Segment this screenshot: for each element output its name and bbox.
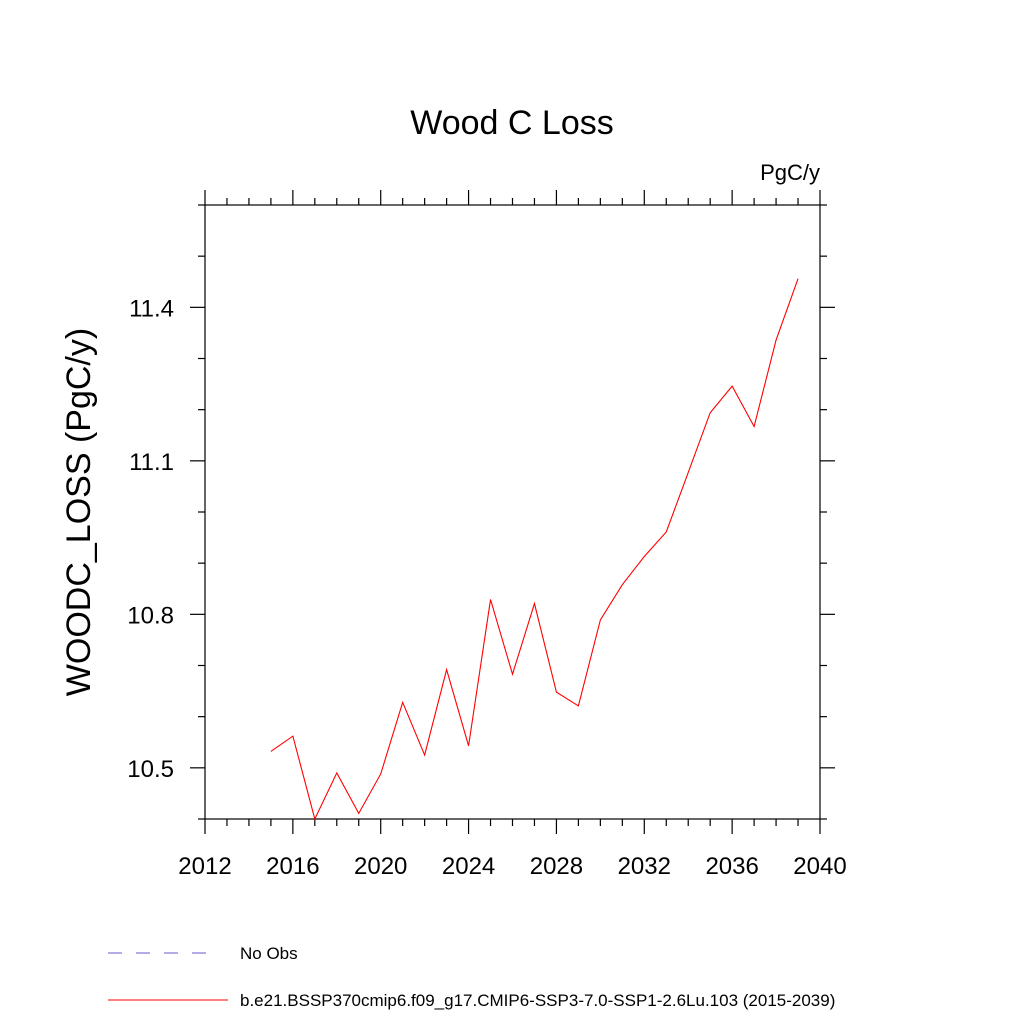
units-label: PgC/y	[760, 160, 820, 185]
series-line	[270, 278, 799, 821]
x-tick-label: 2024	[442, 853, 495, 880]
plot-frame	[204, 204, 821, 820]
legend-label-simulation: b.e21.BSSP370cmip6.f09_g17.CMIP6-SSP3-7.…	[240, 991, 835, 1010]
y-tick-label: 10.5	[127, 756, 174, 783]
x-tick-label: 2040	[793, 853, 846, 880]
y-tick-labels: 10.5 10.8 11.1 11.4	[127, 295, 174, 782]
chart-title: Wood C Loss	[410, 104, 613, 142]
legend-label-no-obs: No Obs	[240, 944, 298, 963]
y-axis-label: WOODC_LOSS (PgC/y)	[60, 328, 98, 696]
x-tick-labels: 2012 2016 2020 2024 2028 2032 2036 2040	[178, 853, 846, 880]
x-tick-label: 2032	[618, 853, 671, 880]
axis-ticks	[190, 190, 835, 834]
x-tick-label: 2028	[530, 853, 583, 880]
y-tick-label: 11.4	[129, 295, 174, 322]
x-tick-label: 2012	[178, 853, 231, 880]
x-tick-label: 2020	[354, 853, 407, 880]
y-tick-label: 10.8	[127, 602, 174, 629]
series-layer	[270, 278, 799, 821]
legend: No Obs b.e21.BSSP370cmip6.f09_g17.CMIP6-…	[108, 944, 835, 1010]
x-tick-label: 2036	[705, 853, 758, 880]
y-tick-label: 11.1	[129, 449, 174, 476]
x-tick-label: 2016	[266, 853, 319, 880]
